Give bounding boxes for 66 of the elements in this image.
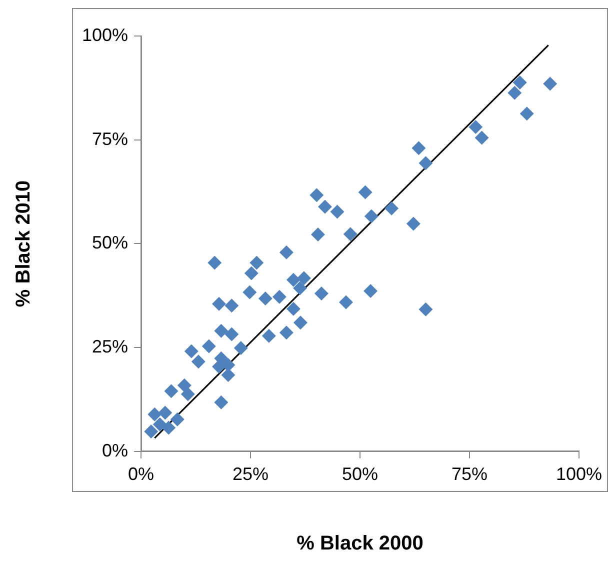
- point: [318, 200, 332, 214]
- point: [164, 384, 178, 398]
- point: [212, 360, 226, 374]
- point: [343, 227, 358, 242]
- point: [364, 209, 378, 224]
- point: [180, 387, 195, 402]
- point: [339, 295, 354, 310]
- point: [170, 412, 184, 426]
- point: [293, 281, 308, 296]
- x-tick-label: 75%: [451, 464, 488, 484]
- x-axis-title: % Black 2000: [296, 532, 424, 555]
- x-tick-label: 100%: [556, 464, 602, 484]
- point: [508, 86, 522, 100]
- point: [279, 245, 294, 260]
- point: [148, 407, 162, 422]
- y-tick-label: 100%: [82, 24, 128, 45]
- y-tick-label: 25%: [92, 336, 128, 357]
- point: [258, 292, 272, 306]
- point: [314, 286, 328, 301]
- point: [412, 141, 426, 156]
- point: [152, 417, 167, 432]
- y-tick-label: 50%: [92, 232, 128, 253]
- point: [224, 298, 239, 313]
- point: [543, 76, 558, 91]
- point: [364, 284, 378, 298]
- point: [208, 256, 222, 270]
- y-tick-label: 75%: [92, 128, 128, 149]
- point: [242, 285, 257, 300]
- point: [214, 395, 228, 410]
- y-axis-title: % Black 2010: [12, 180, 35, 308]
- x-tick-label: 25%: [232, 464, 269, 484]
- point: [279, 326, 294, 340]
- point: [293, 316, 308, 330]
- point: [330, 204, 344, 219]
- point: [418, 302, 433, 316]
- point: [468, 120, 483, 134]
- point: [191, 354, 206, 369]
- point: [244, 266, 258, 280]
- point: [474, 130, 489, 145]
- point: [144, 424, 158, 438]
- point: [296, 271, 311, 286]
- point: [310, 188, 324, 202]
- x-tick-label: 0%: [128, 464, 154, 484]
- point: [520, 106, 534, 121]
- point: [212, 296, 226, 311]
- point: [214, 324, 228, 338]
- x-tick-label: 50%: [342, 464, 378, 484]
- point: [406, 216, 420, 231]
- point: [286, 272, 300, 287]
- point: [358, 185, 372, 200]
- point: [384, 201, 399, 216]
- point: [202, 339, 216, 354]
- point: [158, 406, 172, 420]
- point: [418, 156, 433, 170]
- point: [512, 76, 527, 90]
- point: [177, 378, 192, 392]
- point: [262, 328, 276, 343]
- point: [310, 228, 325, 242]
- point: [184, 344, 198, 358]
- y-tick-label: 0%: [102, 440, 128, 460]
- point: [234, 340, 248, 355]
- point: [286, 302, 300, 316]
- point: [272, 290, 286, 304]
- point: [250, 256, 264, 270]
- point: [224, 327, 239, 342]
- point: [162, 420, 176, 435]
